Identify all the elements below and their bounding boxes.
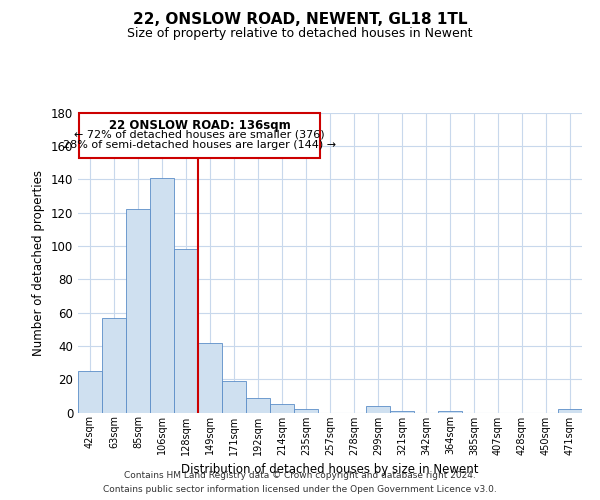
Y-axis label: Number of detached properties: Number of detached properties (32, 170, 45, 356)
Bar (174, 249, 198, 412)
Bar (126, 209, 150, 412)
Bar (366, 406, 390, 412)
Bar (294, 409, 318, 412)
Text: ← 72% of detached houses are smaller (376): ← 72% of detached houses are smaller (37… (74, 129, 325, 139)
X-axis label: Distribution of detached houses by size in Newent: Distribution of detached houses by size … (181, 463, 479, 476)
Bar (150, 178, 174, 412)
Bar (222, 381, 246, 412)
Text: Contains HM Land Registry data © Crown copyright and database right 2024.: Contains HM Land Registry data © Crown c… (124, 471, 476, 480)
Bar (558, 409, 582, 412)
Text: 28% of semi-detached houses are larger (144) →: 28% of semi-detached houses are larger (… (63, 140, 337, 150)
Bar (390, 411, 414, 412)
Bar (78, 371, 102, 412)
Bar (438, 411, 462, 412)
Text: 22 ONSLOW ROAD: 136sqm: 22 ONSLOW ROAD: 136sqm (109, 119, 290, 132)
Text: Size of property relative to detached houses in Newent: Size of property relative to detached ho… (127, 28, 473, 40)
FancyBboxPatch shape (79, 114, 320, 158)
Bar (198, 342, 222, 412)
Text: Contains public sector information licensed under the Open Government Licence v3: Contains public sector information licen… (103, 485, 497, 494)
Bar (246, 398, 270, 412)
Text: 22, ONSLOW ROAD, NEWENT, GL18 1TL: 22, ONSLOW ROAD, NEWENT, GL18 1TL (133, 12, 467, 28)
Bar (270, 404, 294, 412)
Bar (102, 318, 126, 412)
